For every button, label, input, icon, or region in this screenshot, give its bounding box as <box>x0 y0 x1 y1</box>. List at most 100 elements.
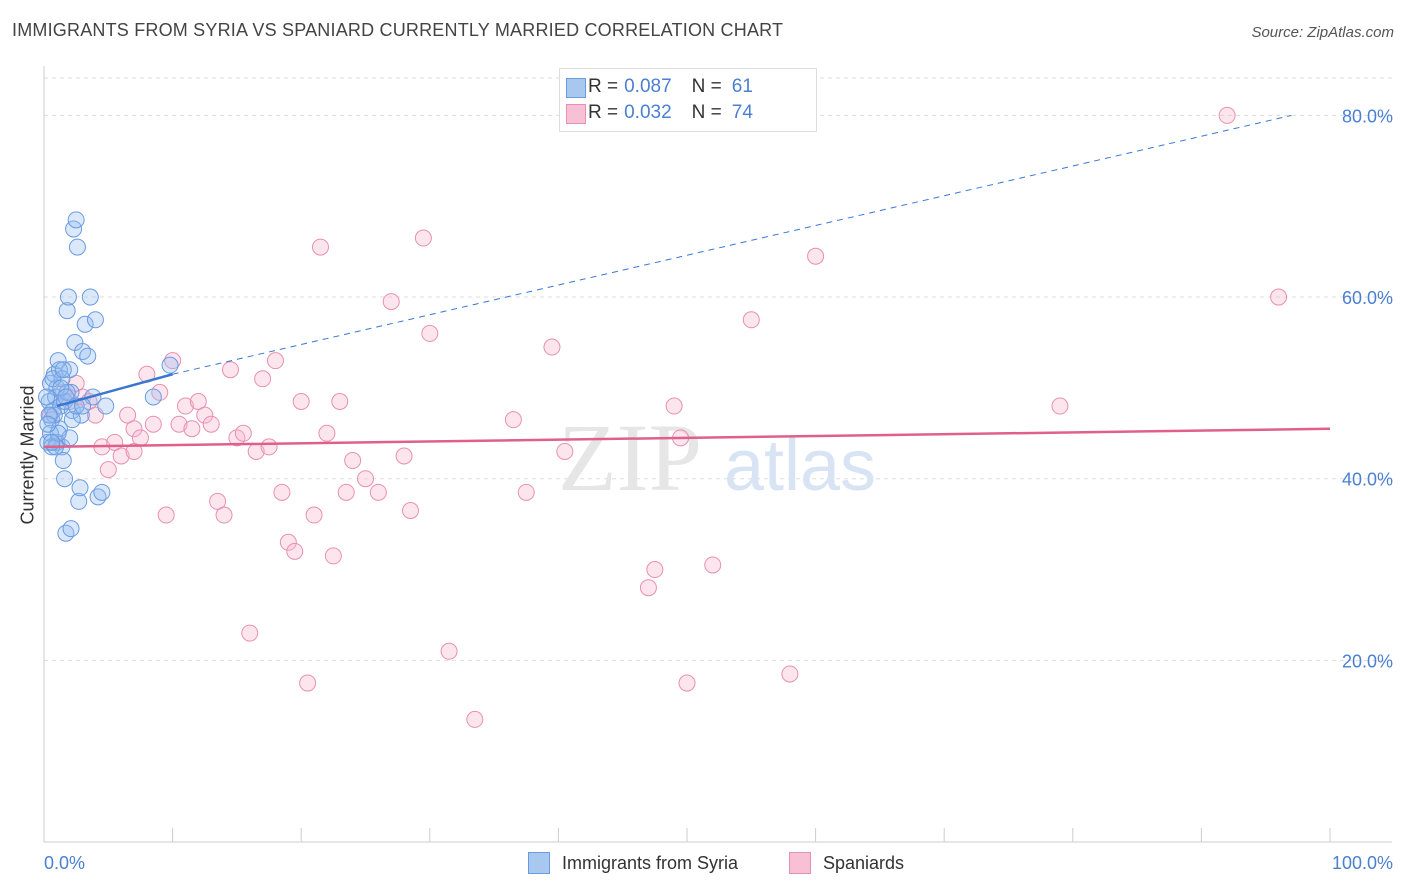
data-point-spaniards <box>318 424 336 442</box>
data-point-syria <box>79 347 97 365</box>
data-point-spaniards <box>119 406 137 424</box>
data-point-spaniards <box>99 461 117 479</box>
data-point-spaniards <box>421 324 439 342</box>
y-tick-label: 80.0% <box>1342 106 1393 126</box>
data-point-spaniards <box>357 470 374 488</box>
data-point-spaniards <box>112 447 130 465</box>
data-point-spaniards <box>260 438 278 456</box>
data-point-syria <box>93 483 111 501</box>
data-point-spaniards <box>234 424 252 442</box>
data-point-spaniards <box>324 547 342 565</box>
data-point-syria <box>70 492 88 510</box>
data-point-syria <box>40 406 58 424</box>
data-point-spaniards <box>704 556 722 574</box>
data-point-spaniards <box>665 397 683 415</box>
data-point-spaniards <box>183 420 201 438</box>
data-point-spaniards <box>331 393 349 411</box>
trend-line-syria-extension <box>172 114 1292 375</box>
data-point-spaniards <box>646 561 664 579</box>
data-point-syria <box>39 415 57 433</box>
data-point-spaniards <box>202 415 220 433</box>
legend-item-spaniards[interactable]: Spaniards <box>789 852 904 874</box>
trend-line-spaniards <box>43 427 1331 449</box>
data-point-spaniards <box>241 624 259 642</box>
data-point-spaniards <box>254 370 272 388</box>
data-point-spaniards <box>144 415 162 433</box>
data-point-spaniards <box>209 492 227 510</box>
data-point-syria <box>59 288 77 306</box>
data-point-spaniards <box>279 533 297 551</box>
data-point-spaniards <box>395 447 413 465</box>
data-point-spaniards <box>517 483 535 501</box>
data-point-spaniards <box>176 397 194 415</box>
y-tick-label: 40.0% <box>1342 470 1393 490</box>
data-point-syria <box>76 315 94 333</box>
data-point-spaniards <box>189 393 207 411</box>
data-point-spaniards <box>504 411 522 429</box>
legend-swatch-syria <box>528 852 550 874</box>
watermark-atlas: atlas <box>724 426 876 506</box>
legend-n-label: N = <box>691 76 722 97</box>
trend-line-syria <box>56 373 173 408</box>
data-point-syria <box>71 479 89 497</box>
data-point-spaniards <box>292 393 310 411</box>
tick-labels: 20.0% 40.0% 60.0% 80.0% 0.0% 100.0% <box>44 106 1393 873</box>
data-point-syria <box>67 211 85 229</box>
data-point-syria <box>54 361 72 379</box>
data-point-spaniards <box>196 406 214 424</box>
data-point-spaniards <box>221 361 239 379</box>
data-point-syria <box>144 388 162 406</box>
legend-swatch-spaniards <box>789 852 811 874</box>
data-point-syria <box>63 411 81 429</box>
data-point-spaniards <box>125 442 143 460</box>
data-point-syria <box>161 356 179 374</box>
legend-swatch-spaniards <box>566 104 586 124</box>
data-point-spaniards <box>299 674 317 692</box>
legend-row-spaniards: R = 0.032 N = 74 <box>566 101 753 125</box>
data-point-syria <box>38 388 56 406</box>
data-point-syria <box>81 288 99 306</box>
data-point-syria <box>45 406 63 424</box>
data-point-spaniards <box>286 542 304 560</box>
legend-swatch-syria <box>566 78 586 98</box>
data-point-spaniards <box>1218 106 1236 124</box>
data-point-spaniards <box>311 238 329 256</box>
data-point-spaniards <box>556 442 574 460</box>
watermark: ZIP atlas <box>558 404 876 511</box>
legend-r-value: 0.087 <box>624 76 672 97</box>
data-point-spaniards <box>466 710 484 728</box>
data-point-spaniards <box>440 642 458 660</box>
grid-lines <box>44 77 1392 661</box>
correlation-legend: R = 0.087 N = 61 R = 0.032 N = 74 <box>559 68 817 132</box>
data-point-syria <box>54 452 72 470</box>
data-point-spaniards <box>1051 397 1069 415</box>
legend-item-syria[interactable]: Immigrants from Syria <box>528 852 738 874</box>
data-point-spaniards <box>157 506 175 524</box>
data-point-spaniards <box>215 506 233 524</box>
data-point-spaniards <box>337 483 355 501</box>
data-point-syria <box>49 352 67 370</box>
data-point-spaniards <box>543 338 561 356</box>
axes <box>43 66 1392 843</box>
data-point-spaniards <box>369 483 387 501</box>
data-point-spaniards <box>273 483 291 501</box>
x-tick-label: 0.0% <box>44 853 85 873</box>
data-point-spaniards <box>382 293 400 311</box>
data-point-syria <box>58 302 76 320</box>
legend-r-value: 0.032 <box>624 102 672 123</box>
series-legend: Immigrants from Syria Spaniards <box>0 852 1406 878</box>
data-point-spaniards <box>678 674 696 692</box>
source-label: Source: ZipAtlas.com <box>1251 24 1394 41</box>
legend-label-syria: Immigrants from Syria <box>562 852 739 873</box>
data-point-syria <box>86 311 104 329</box>
x-tick-label: 100.0% <box>1332 853 1393 873</box>
data-point-spaniards <box>781 665 799 683</box>
data-point-syria <box>97 397 115 415</box>
syria-points <box>38 211 179 542</box>
data-point-syria <box>68 238 86 256</box>
data-point-spaniards <box>164 352 182 370</box>
legend-row-syria: R = 0.087 N = 61 <box>566 75 753 99</box>
legend-n-value: 61 <box>731 76 753 97</box>
legend-r-label: R = <box>588 102 619 123</box>
